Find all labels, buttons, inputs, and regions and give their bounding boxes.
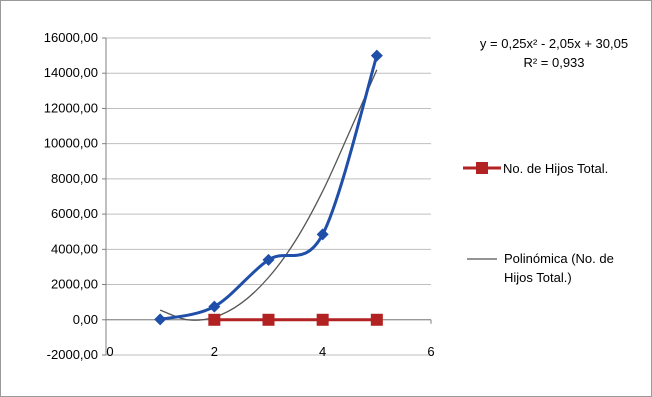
trendline-equation: y = 0,25x² - 2,05x + 30,05 R² = 0,933 [480,36,628,70]
series-blue-line [159,55,379,321]
legend-trendline-label-line2: Hijos Total.) [504,270,572,285]
x-tick-label: 6 [427,344,434,359]
y-tick-label: 14000,00 [44,65,98,80]
legend-series-swatch-marker [476,162,488,174]
series-red-marker [316,313,329,326]
legend-series-label: No. de Hijos Total. [503,161,608,176]
legend-entry-trendline: Polinómica (No. de Hijos Total.) [467,251,614,285]
grid-layer [106,37,431,356]
legend-entry-series: No. de Hijos Total. [463,161,608,176]
y-tick-label: 12000,00 [44,100,98,115]
series-blue-marker [316,228,329,241]
y-tick-label: 0,00 [73,312,98,327]
y-tick-label: -2000,00 [47,347,98,362]
x-tick-label: 4 [319,344,326,359]
series-red-marker [370,313,383,326]
y-tick-label: 16000,00 [44,30,98,45]
y-tick-label: 10000,00 [44,136,98,151]
y-tick-label: 6000,00 [51,206,98,221]
y-tick-label: 4000,00 [51,241,98,256]
x-tick-labels: 0 2 4 6 [106,344,434,359]
series-blue-marker [208,300,221,313]
axis-layer [102,37,432,356]
trendline-path [159,69,378,321]
equation-line: y = 0,25x² - 2,05x + 30,05 [480,36,628,51]
series-red-marker [262,313,275,326]
series-blue-marker [154,313,167,326]
y-tick-labels: 16000,00 14000,00 12000,00 10000,00 8000,00 6… [44,30,98,362]
series-layer [154,49,383,326]
legend-trendline-label-line1: Polinómica (No. de [504,251,614,266]
y-tick-label: 8000,00 [51,171,98,186]
legend: No. de Hijos Total. Polinómica (No. de H… [463,161,614,285]
x-tick-label: 0 [106,344,113,359]
series-blue-marker [370,49,383,62]
series-blue-marker [262,253,275,266]
r-squared-line: R² = 0,933 [523,55,584,70]
x-tick-label: 2 [211,344,218,359]
series-red-marker [208,313,221,326]
y-tick-label: 2000,00 [51,277,98,292]
